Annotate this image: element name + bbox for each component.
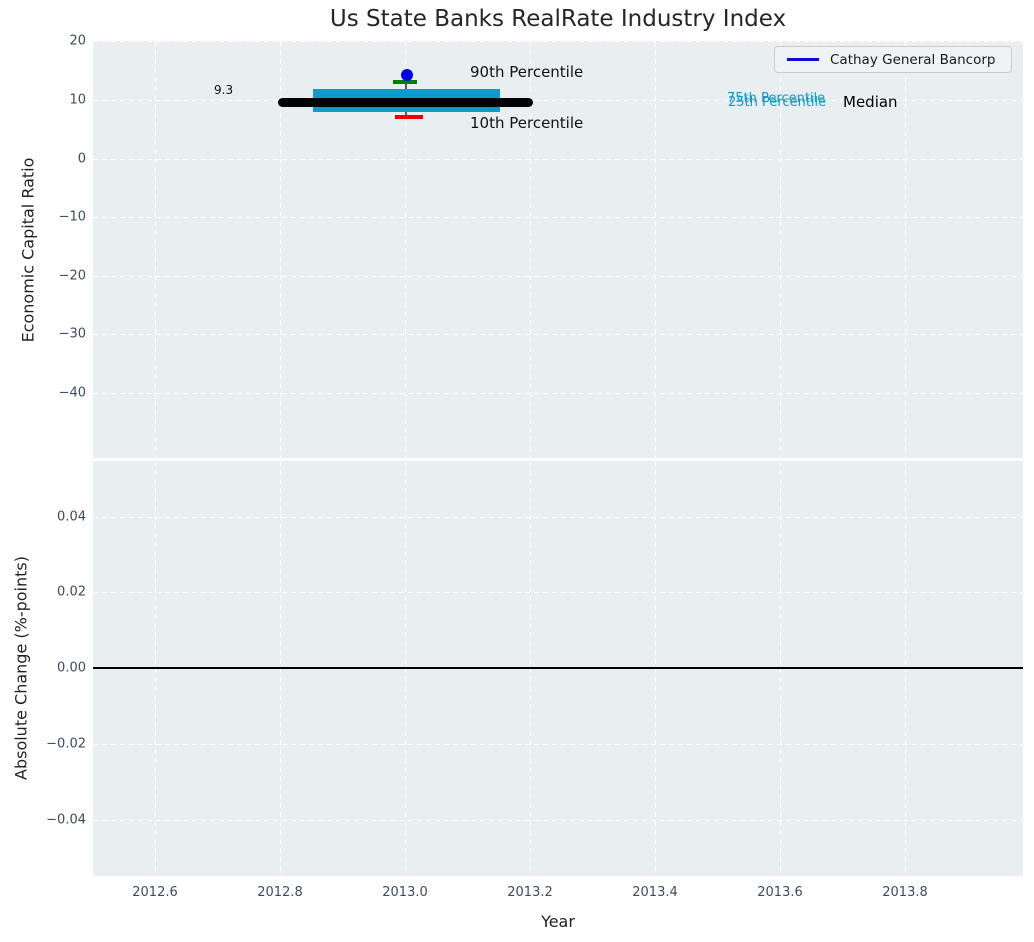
annotation-median: Median [843,93,898,111]
legend-line-swatch [787,58,819,61]
x-tick-label: 2013.0 [382,885,428,900]
gridline [93,159,1023,160]
annotation-75th-percentile: 75th Percentile [727,91,826,106]
p10-cap [395,115,423,119]
annotation-90th-percentile: 90th Percentile [470,63,584,81]
gridline [93,744,1023,745]
gridline [93,393,1023,394]
y-tick-label: 0.04 [57,509,86,525]
cathay-point [401,69,413,81]
gridline [405,41,406,458]
gridline [93,517,1023,518]
bottom-plot-area [93,461,1023,876]
x-tick-label: 2013.2 [507,885,553,900]
x-tick-label: 2013.6 [757,885,803,900]
y-tick-label: 0.02 [57,584,86,600]
figure-title: Us State Banks RealRate Industry Index [329,6,787,32]
y-tick-label: −0.02 [46,736,86,752]
y-tick-label: −40 [58,385,86,401]
x-tick-label: 2012.6 [132,885,178,900]
gridline [93,820,1023,821]
gridline [93,276,1023,277]
y-tick-label: 10 [69,92,86,108]
p90-cap [393,80,417,84]
median-line [278,98,533,107]
gridline [155,41,156,458]
x-tick-label: 2012.8 [257,885,303,900]
gridline [905,41,906,458]
y-tick-label: 0 [77,151,86,167]
annotation-median-value: 9.3 [214,83,234,97]
x-axis-label: Year [541,912,575,931]
y-tick-label: −10 [58,209,86,225]
gridline [93,334,1023,335]
y-tick-label: −0.04 [46,812,86,828]
y-tick-label: 0.00 [57,660,86,676]
gridline [93,217,1023,218]
y-tick-label: 20 [69,33,86,49]
top-plot-area: 90th Percentile 10th Percentile 9.3 75th… [93,41,1023,458]
gridline [93,41,1023,42]
gridline [655,41,656,458]
x-tick-label: 2013.8 [882,885,928,900]
gridline [93,592,1023,593]
legend-label: Cathay General Bancorp [830,51,996,68]
legend: Cathay General Bancorp [774,46,1012,73]
gridline [780,41,781,458]
x-tick-label: 2013.4 [632,885,678,900]
gridline [280,41,281,458]
y-tick-label: −20 [58,268,86,284]
zero-reference-line [93,667,1023,669]
annotation-25th-percentile: 25th Percentile [728,95,827,110]
gridline [530,41,531,458]
annotation-10th-percentile: 10th Percentile [470,114,584,132]
y-tick-label: −30 [58,326,86,342]
gridline [93,100,1023,101]
